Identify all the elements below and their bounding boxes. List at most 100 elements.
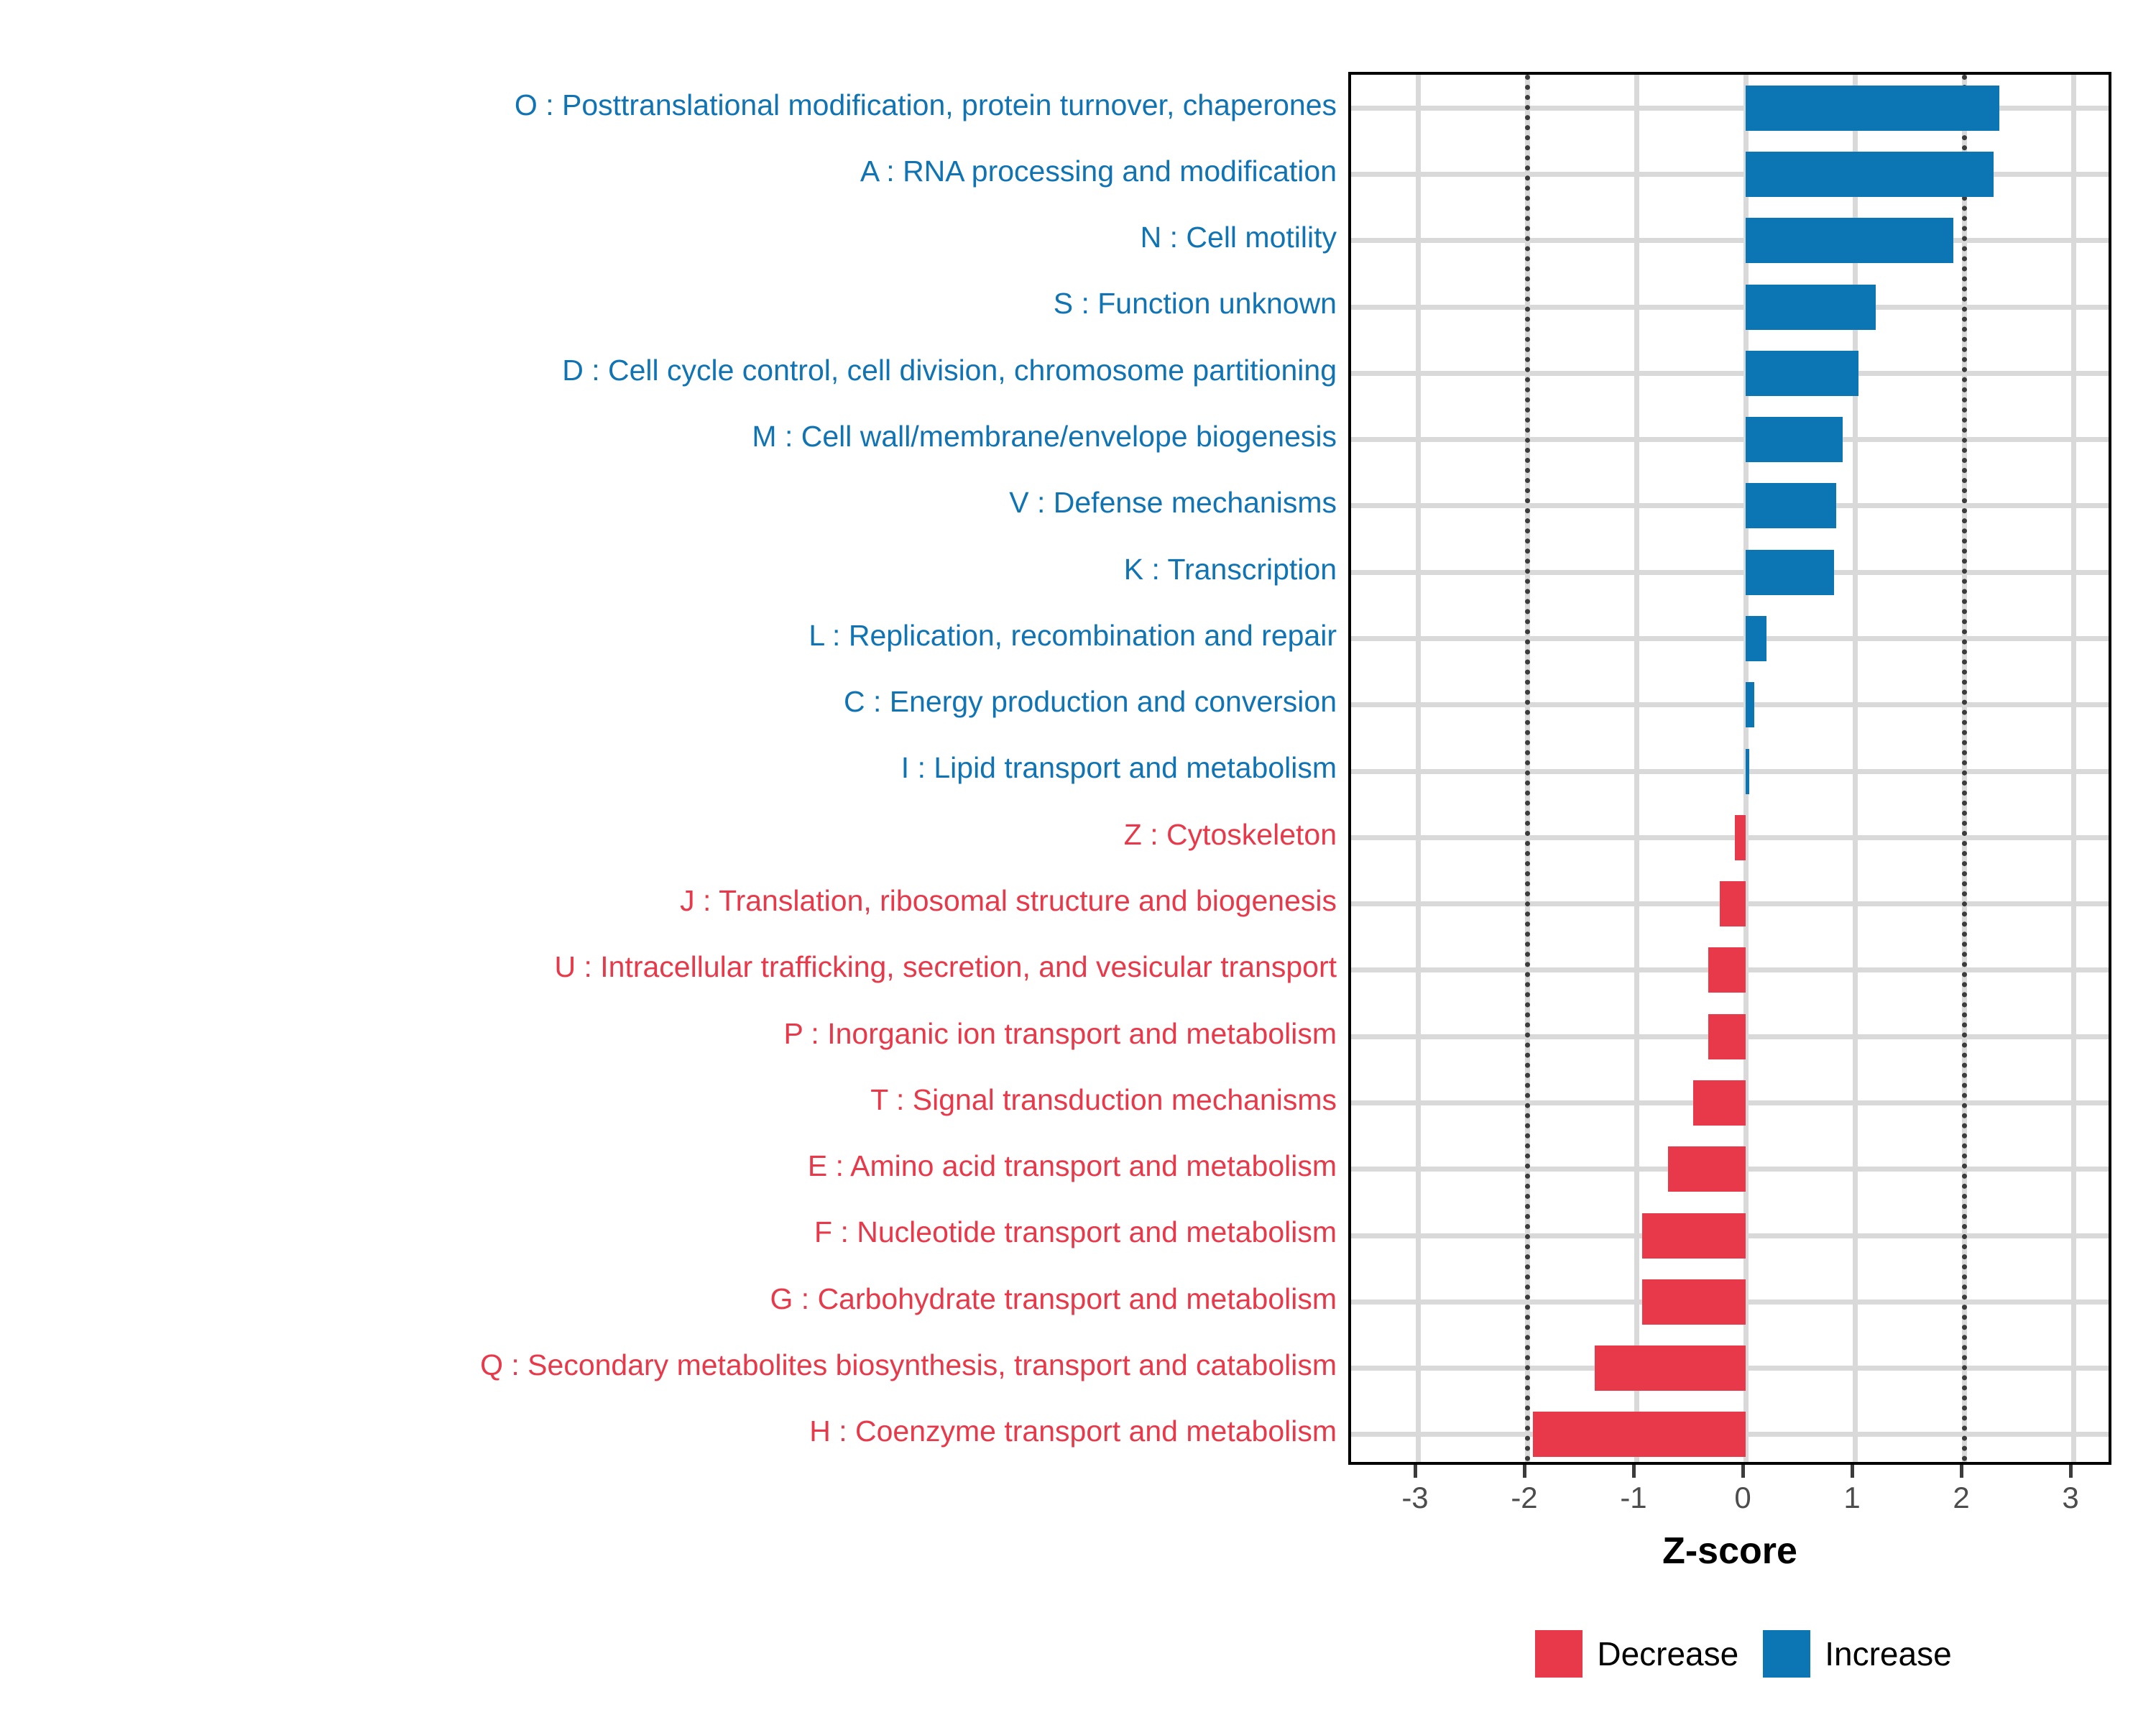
category-label-text: V : Defense mechanisms xyxy=(1009,486,1337,520)
category-label: Z : Cytoskeleton xyxy=(0,801,1348,868)
bar-q xyxy=(1595,1346,1746,1392)
category-label: J : Translation, ribosomal structure and… xyxy=(0,868,1348,934)
category-label-text: N : Cell motility xyxy=(1140,221,1337,254)
reference-line-2 xyxy=(1961,75,1967,1462)
category-label: H : Coenzyme transport and metabolism xyxy=(0,1399,1348,1465)
category-label: U : Intracellular trafficking, secretion… xyxy=(0,934,1348,1000)
legend-label-decrease: Decrease xyxy=(1597,1635,1739,1673)
bar-j xyxy=(1719,881,1746,927)
x-tick-2 xyxy=(1959,1465,1963,1478)
category-label: G : Carbohydrate transport and metabolis… xyxy=(0,1266,1348,1332)
x-tick-1 xyxy=(1850,1465,1854,1478)
gridline-horizontal xyxy=(1351,105,2109,111)
x-axis-title: Z-score xyxy=(1662,1530,1797,1572)
legend: Decrease Increase xyxy=(1348,1630,2139,1678)
category-label: C : Energy production and conversion xyxy=(0,669,1348,735)
x-tick-label: 3 xyxy=(2062,1481,2079,1514)
category-label-column: O : Posttranslational modification, prot… xyxy=(0,72,1348,1465)
category-label: E : Amino acid transport and metabolism xyxy=(0,1133,1348,1200)
category-label: Q : Secondary metabolites biosynthesis, … xyxy=(0,1332,1348,1398)
gridline-horizontal xyxy=(1351,171,2109,177)
gridline-horizontal xyxy=(1351,238,2109,244)
gridline-horizontal xyxy=(1351,503,2109,509)
category-label: S : Function unknown xyxy=(0,271,1348,337)
x-tick-label: 1 xyxy=(1843,1481,1861,1514)
category-label: L : Replication, recombination and repai… xyxy=(0,602,1348,668)
category-label-text: E : Amino acid transport and metabolism xyxy=(807,1149,1337,1183)
bar-u xyxy=(1708,947,1746,993)
legend-swatch-decrease xyxy=(1535,1630,1583,1678)
category-label: K : Transcription xyxy=(0,536,1348,602)
category-label-text: D : Cell cycle control, cell division, c… xyxy=(562,353,1337,387)
gridline-horizontal xyxy=(1351,834,2109,840)
bar-g xyxy=(1641,1279,1746,1325)
bar-z xyxy=(1734,814,1746,860)
gridline-vertical--1 xyxy=(1634,75,1639,1462)
bar-k xyxy=(1746,549,1835,595)
bar-c xyxy=(1746,682,1755,728)
bar-n xyxy=(1746,218,1953,264)
bar-t xyxy=(1693,1080,1746,1126)
legend-label-increase: Increase xyxy=(1825,1635,1952,1673)
gridline-horizontal xyxy=(1351,569,2109,575)
gridline-vertical--3 xyxy=(1415,75,1421,1462)
category-label-text: U : Intracellular trafficking, secretion… xyxy=(554,950,1337,984)
bar-s xyxy=(1746,284,1876,330)
x-tick-label: 2 xyxy=(1953,1481,1970,1514)
x-tick--3 xyxy=(1413,1465,1417,1478)
bar-f xyxy=(1641,1213,1746,1259)
x-tick--1 xyxy=(1631,1465,1636,1478)
bar-d xyxy=(1746,350,1858,396)
category-label-text: G : Carbohydrate transport and metabolis… xyxy=(770,1282,1337,1315)
gridline-horizontal xyxy=(1351,370,2109,376)
bar-e xyxy=(1668,1146,1746,1192)
category-label: M : Cell wall/membrane/envelope biogenes… xyxy=(0,403,1348,469)
x-tick-label: -1 xyxy=(1620,1481,1647,1514)
gridline-horizontal xyxy=(1351,635,2109,641)
category-label: F : Nucleotide transport and metabolism xyxy=(0,1200,1348,1266)
bar-i xyxy=(1746,748,1749,794)
bar-l xyxy=(1746,615,1766,661)
bar-m xyxy=(1746,417,1843,463)
bar-h xyxy=(1532,1412,1746,1458)
category-label-text: J : Translation, ribosomal structure and… xyxy=(680,884,1337,918)
x-tick--2 xyxy=(1522,1465,1526,1478)
x-tick-label: 0 xyxy=(1734,1481,1751,1514)
gridline-vertical-1 xyxy=(1852,75,1858,1462)
gridline-horizontal xyxy=(1351,437,2109,443)
bar-p xyxy=(1708,1013,1746,1059)
category-label: O : Posttranslational modification, prot… xyxy=(0,72,1348,138)
category-label: I : Lipid transport and metabolism xyxy=(0,735,1348,801)
legend-item-increase[interactable]: Increase xyxy=(1763,1630,1952,1678)
plot-panel xyxy=(1348,72,2111,1465)
category-label-text: Q : Secondary metabolites biosynthesis, … xyxy=(480,1348,1337,1382)
category-label: D : Cell cycle control, cell division, c… xyxy=(0,337,1348,403)
plot-area xyxy=(1351,75,2109,1462)
category-label-text: H : Coenzyme transport and metabolism xyxy=(809,1414,1337,1448)
category-label-text: I : Lipid transport and metabolism xyxy=(900,751,1337,785)
legend-swatch-increase xyxy=(1763,1630,1811,1678)
gridline-horizontal xyxy=(1351,304,2109,310)
gridline-horizontal xyxy=(1351,702,2109,708)
category-label-text: Z : Cytoskeleton xyxy=(1123,817,1337,851)
x-tick-label: -3 xyxy=(1401,1481,1429,1514)
bar-v xyxy=(1746,483,1837,529)
category-label-text: S : Function unknown xyxy=(1053,287,1337,321)
x-tick-0 xyxy=(1741,1465,1745,1478)
category-label-text: L : Replication, recombination and repai… xyxy=(808,618,1337,652)
legend-item-decrease[interactable]: Decrease xyxy=(1535,1630,1738,1678)
category-label-text: C : Energy production and conversion xyxy=(843,685,1337,719)
category-label-text: A : RNA processing and modification xyxy=(860,154,1337,188)
gridline-horizontal xyxy=(1351,768,2109,774)
category-label-text: T : Signal transduction mechanisms xyxy=(870,1082,1337,1116)
category-label-text: F : Nucleotide transport and metabolism xyxy=(814,1215,1337,1249)
category-label: P : Inorganic ion transport and metaboli… xyxy=(0,1000,1348,1067)
x-tick-3 xyxy=(2068,1465,2073,1478)
x-tick-label: -2 xyxy=(1511,1481,1538,1514)
category-label: A : RNA processing and modification xyxy=(0,138,1348,204)
category-label-text: P : Inorganic ion transport and metaboli… xyxy=(783,1016,1337,1050)
category-label-text: O : Posttranslational modification, prot… xyxy=(514,88,1337,121)
reference-line--2 xyxy=(1524,75,1530,1462)
gridline-vertical-3 xyxy=(2070,75,2076,1462)
